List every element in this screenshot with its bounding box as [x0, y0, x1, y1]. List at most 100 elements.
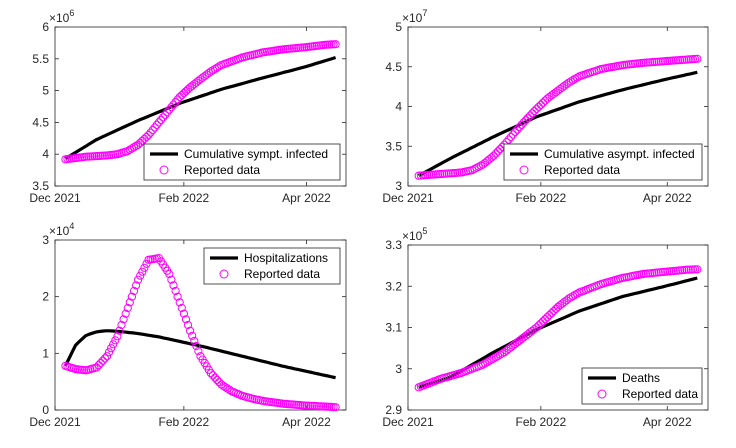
data-point [123, 303, 132, 313]
data-point [167, 103, 176, 112]
data-point [564, 294, 573, 303]
data-point [129, 286, 139, 296]
legend-label: Reported data [244, 267, 320, 281]
data-point [510, 127, 520, 136]
legend-label: Reported data [544, 163, 620, 177]
legend-box [203, 247, 341, 285]
y-tick-label: 3 [42, 233, 49, 247]
y-tick-label: 4.5 [385, 60, 402, 74]
data-point [177, 303, 186, 313]
series-line-1 [417, 70, 698, 178]
data-point [198, 73, 207, 82]
exponent-power: 6 [69, 8, 74, 18]
y-exponent-label: ×105 [402, 226, 427, 243]
data-point [693, 265, 702, 274]
data-point [127, 144, 136, 153]
data-point [217, 380, 226, 389]
data-point [123, 146, 132, 156]
y-tick-label: 3 [395, 362, 402, 376]
data-point [684, 265, 693, 274]
data-point [543, 313, 552, 322]
legend-marker-swatch [519, 165, 529, 175]
data-point [142, 132, 151, 142]
data-point [213, 375, 222, 385]
data-point [489, 354, 498, 363]
legend: Deaths Reported data [581, 367, 703, 405]
data-point [534, 321, 543, 330]
data-point [566, 77, 576, 86]
data-point [136, 271, 145, 280]
data-point [208, 371, 218, 380]
panel-top-left: 3.5 4 4.5 5 5.5 6 Dec 2021 Feb 2022 Apr 2022 ×106… [29, 8, 347, 205]
panel-top-right: 3 3.5 4 4.5 5 Dec 2021 Feb 2022 Apr 2022 ×107 Cum… [382, 8, 709, 205]
data-point [536, 100, 546, 109]
legend-marker-swatch [159, 165, 169, 175]
data-point [517, 120, 526, 129]
data-point [186, 326, 195, 335]
data-point [223, 384, 232, 393]
x-tick-label: Feb 2022 [515, 415, 566, 429]
data-point [331, 40, 340, 49]
data-point [213, 63, 222, 72]
data-point [156, 115, 166, 125]
data-point [109, 340, 118, 349]
data-point [92, 363, 101, 372]
exponent-base: ×10 [402, 229, 423, 243]
data-point [225, 385, 234, 394]
data-point [146, 128, 155, 137]
data-point [682, 265, 691, 274]
legend-marker-swatch [597, 389, 607, 399]
data-point [489, 151, 498, 160]
data-point [538, 317, 548, 326]
data-point [691, 265, 700, 274]
x-tick-label: Apr 2022 [643, 415, 692, 429]
data-point [545, 311, 554, 320]
y-tick-label: 3.5 [32, 179, 49, 193]
data-point [493, 147, 503, 156]
series-markers-2 [61, 40, 340, 164]
y-tick-label: 5 [395, 20, 402, 34]
data-point [487, 355, 496, 364]
data-point [508, 130, 518, 139]
y-exponent-label: ×104 [49, 221, 74, 238]
data-point [455, 168, 464, 177]
data-point [491, 353, 500, 362]
exponent-power: 4 [69, 221, 74, 231]
data-point [571, 74, 580, 83]
data-point [498, 349, 507, 358]
x-tick-label: Apr 2022 [643, 191, 692, 205]
data-point [206, 369, 215, 378]
data-point [208, 66, 218, 75]
data-point [693, 54, 702, 63]
y-tick-label: 4 [42, 147, 49, 161]
data-point [521, 115, 531, 125]
data-point [534, 102, 543, 111]
data-point [169, 281, 178, 290]
data-point [491, 149, 500, 158]
data-point [100, 354, 110, 363]
data-point [562, 80, 571, 89]
data-point [165, 105, 174, 114]
exponent-base: ×10 [402, 11, 423, 25]
exponent-base: ×10 [49, 224, 70, 238]
data-point [127, 292, 136, 301]
data-point [566, 293, 576, 302]
data-point [684, 55, 693, 64]
data-point [171, 286, 180, 296]
x-tick-label: Apr 2022 [282, 191, 331, 205]
data-point [115, 326, 124, 335]
data-point [142, 259, 151, 268]
data-point [102, 352, 112, 361]
data-point [152, 120, 161, 130]
data-point [194, 347, 203, 356]
data-point [181, 315, 191, 324]
series-line-1 [63, 329, 336, 380]
y-tick-label: 1 [42, 346, 49, 360]
data-point [468, 166, 477, 175]
data-point [496, 350, 505, 359]
legend-marker-swatch [219, 269, 229, 279]
data-point [444, 169, 453, 178]
data-point [129, 143, 139, 152]
data-point [140, 263, 149, 272]
data-point [568, 292, 578, 301]
